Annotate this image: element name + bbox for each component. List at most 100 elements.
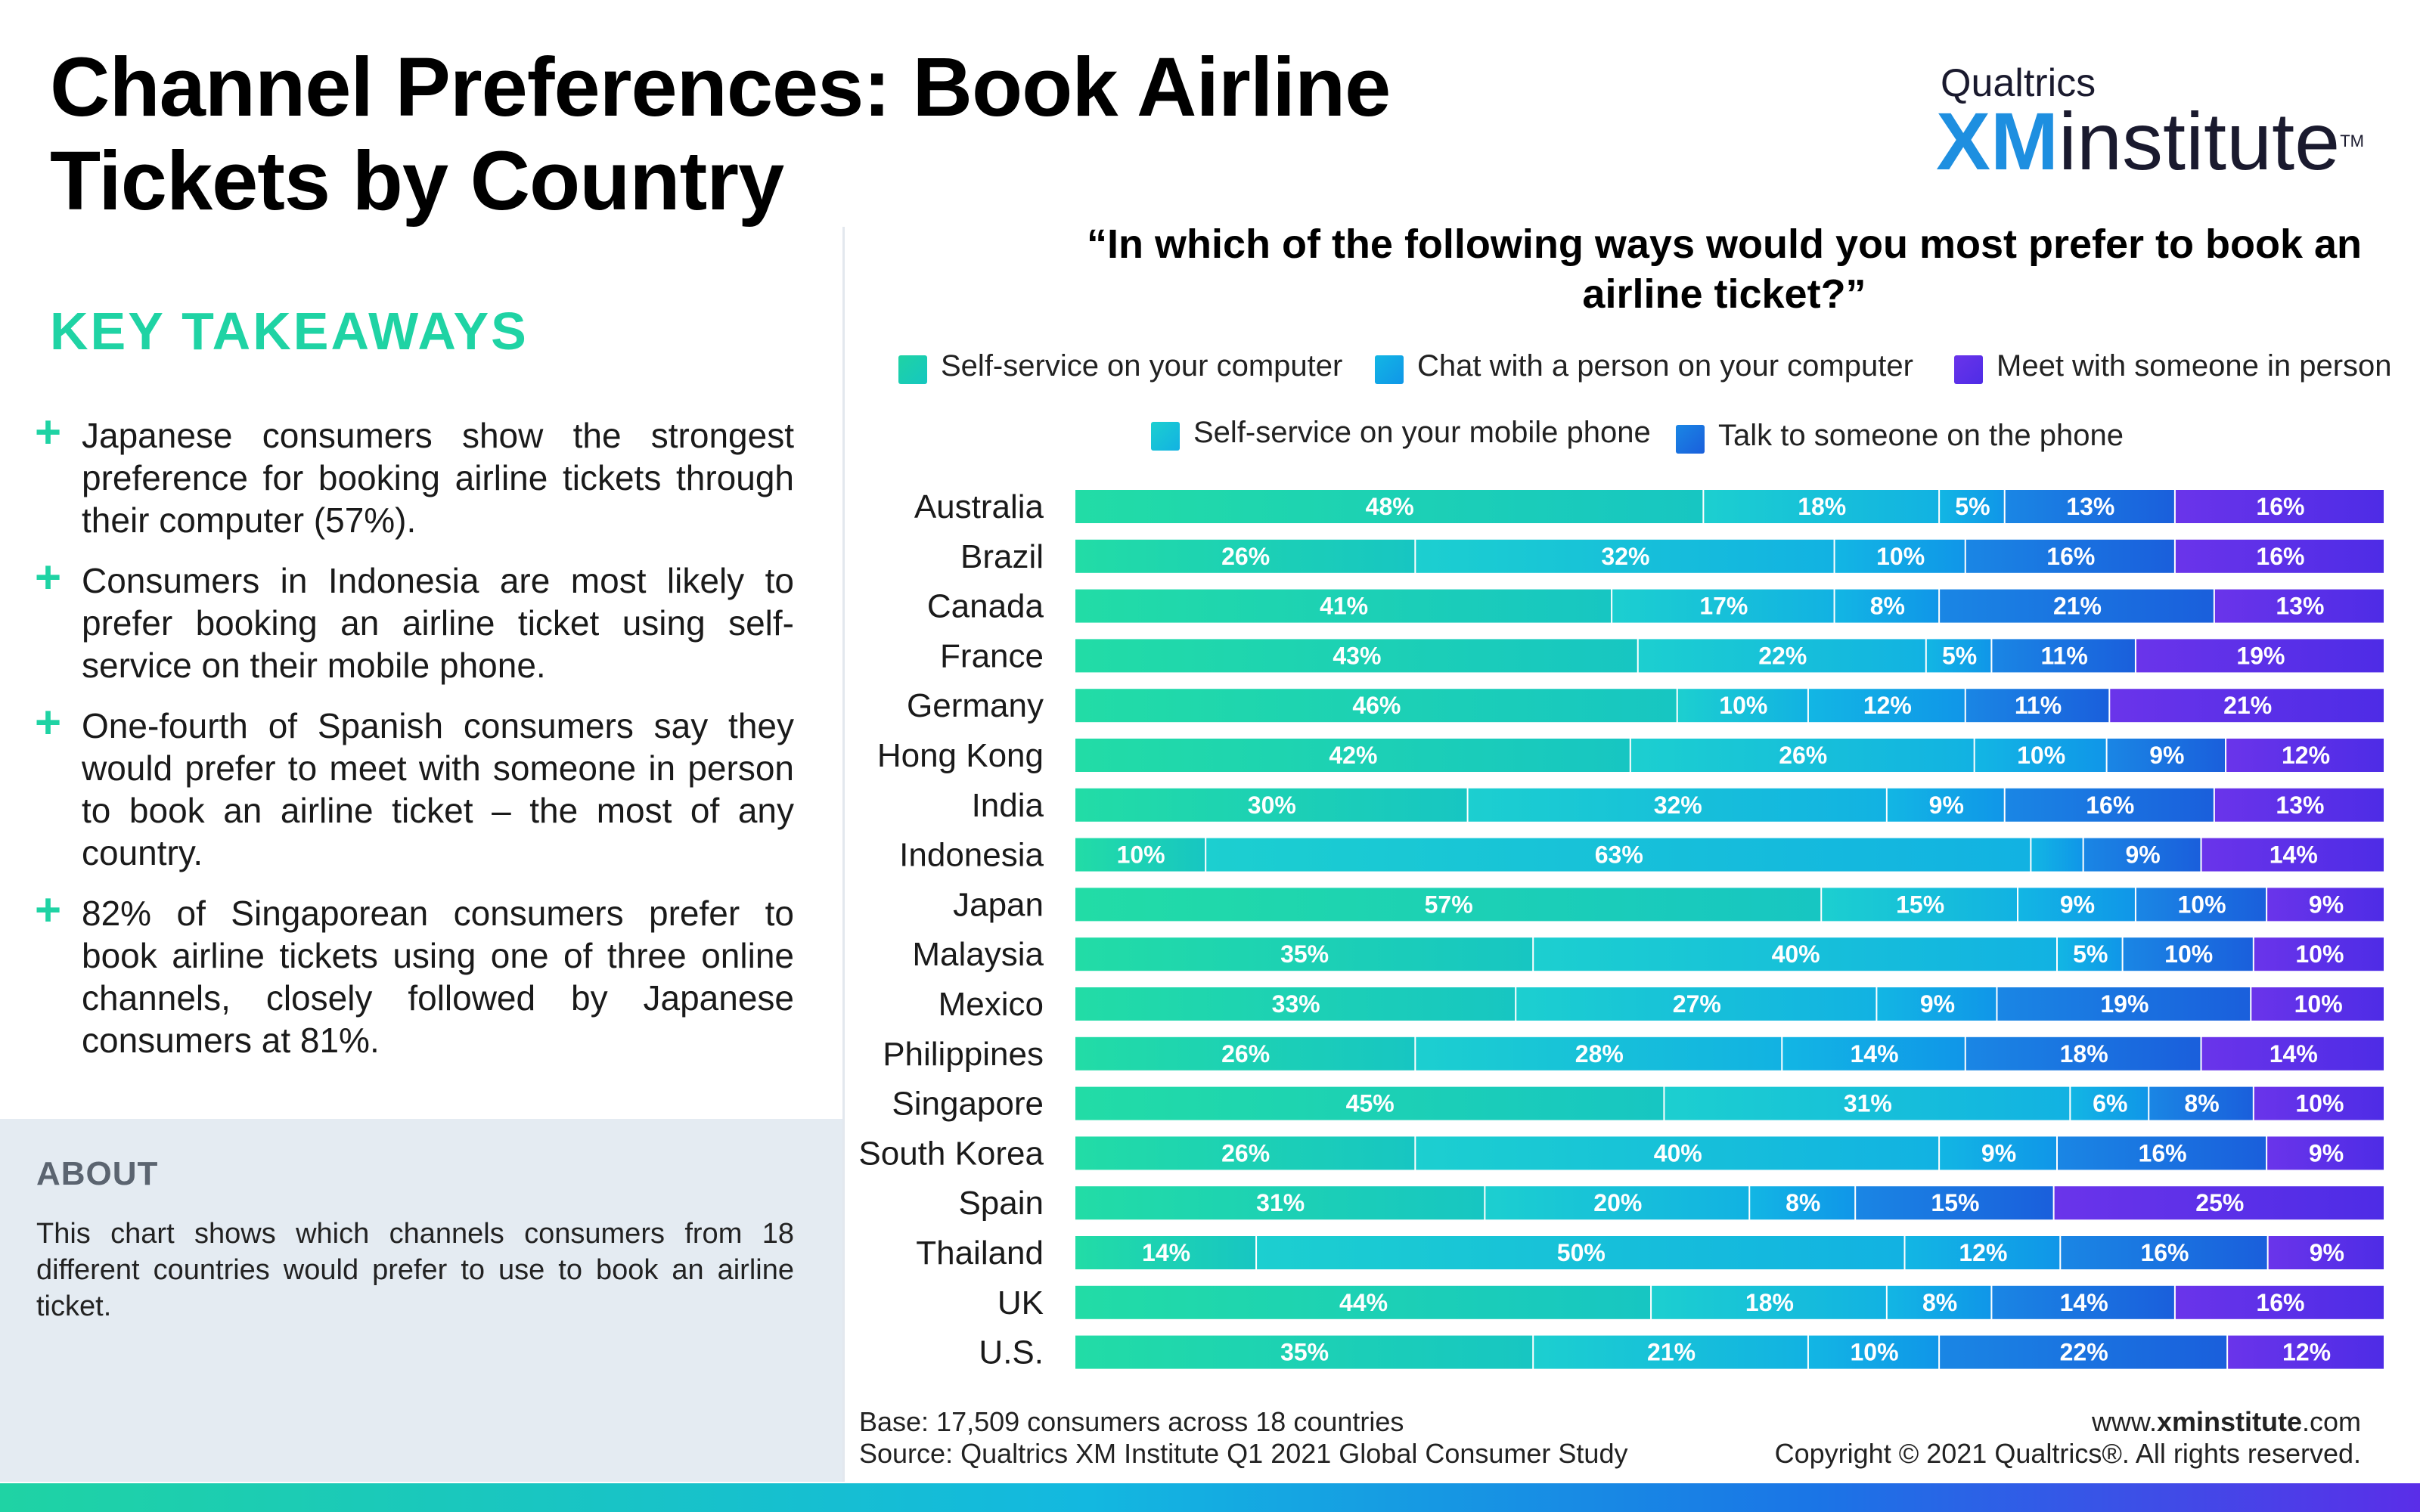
bar-indonesia-chat-with-a-person-on-your-computer [2031, 838, 2083, 872]
bar-malaysia-self-service-on-your-computer [1075, 937, 1533, 971]
data-label-malaysia-chat-with-a-person-on-your-computer: 5% [2073, 940, 2108, 968]
bar-brazil-chat-with-a-person-on-your-computer [1835, 539, 1965, 573]
data-label-uk-chat-with-a-person-on-your-computer: 8% [1922, 1289, 1957, 1316]
bar-uk-self-service-on-your-mobile-phone [1652, 1285, 1886, 1319]
data-label-hong-kong-meet-with-someone-in-person: 12% [2282, 742, 2330, 769]
bar-spain-chat-with-a-person-on-your-computer [1750, 1186, 1855, 1220]
legend-swatch [1676, 425, 1705, 454]
section-divider [842, 227, 845, 1482]
data-label-australia-talk-to-someone-on-the-phone: 13% [2066, 493, 2114, 520]
qualtrics-xm-institute-logo: Qualtrics XMinstituteTM [1936, 60, 2364, 183]
category-label-brazil: Brazil [960, 538, 1044, 575]
bar-brazil-self-service-on-your-mobile-phone [1416, 539, 1834, 573]
bar-singapore-meet-with-someone-in-person [2254, 1086, 2384, 1120]
data-label-spain-self-service-on-your-mobile-phone: 20% [1593, 1189, 1642, 1216]
bar-brazil-self-service-on-your-computer [1075, 539, 1415, 573]
bar-mexico-meet-with-someone-in-person [2251, 987, 2384, 1021]
bar-south-korea-chat-with-a-person-on-your-computer [1940, 1136, 2056, 1170]
bar-spain-self-service-on-your-mobile-phone [1485, 1186, 1749, 1220]
data-label-france-self-service-on-your-mobile-phone: 22% [1758, 642, 1807, 669]
bar-mexico-chat-with-a-person-on-your-computer [1877, 987, 1996, 1021]
data-label-hong-kong-talk-to-someone-on-the-phone: 9% [2149, 742, 2184, 769]
logo-qualtrics-text: Qualtrics [1941, 61, 2096, 105]
data-label-singapore-talk-to-someone-on-the-phone: 8% [2184, 1090, 2219, 1117]
footer-url[interactable]: www.xminstitute.com [1775, 1406, 2361, 1438]
bar-spain-talk-to-someone-on-the-phone [1856, 1186, 2053, 1220]
data-label-u-s-talk-to-someone-on-the-phone: 22% [2060, 1339, 2108, 1366]
data-label-australia-chat-with-a-person-on-your-computer: 5% [1955, 493, 1990, 520]
bar-thailand-meet-with-someone-in-person [2268, 1236, 2384, 1269]
legend-swatch [1375, 355, 1404, 384]
page-title: Channel Preferences: Book Airline Ticket… [50, 41, 1391, 228]
bar-australia-chat-with-a-person-on-your-computer [1940, 490, 2004, 523]
takeaway-text: Japanese consumers show the strongest pr… [82, 416, 794, 540]
bar-canada-self-service-on-your-mobile-phone [1612, 589, 1834, 623]
bar-germany-self-service-on-your-computer [1075, 689, 1677, 723]
bar-spain-self-service-on-your-computer [1075, 1186, 1485, 1220]
bar-france-self-service-on-your-computer [1075, 639, 1637, 673]
bar-philippines-chat-with-a-person-on-your-computer [1782, 1036, 1965, 1070]
takeaway-item: +82% of Singaporean consumers prefer to … [35, 888, 794, 1061]
bar-australia-self-service-on-your-mobile-phone [1704, 490, 1939, 523]
legend-label: Talk to someone on the phone [1718, 419, 2124, 452]
data-label-spain-chat-with-a-person-on-your-computer: 8% [1786, 1189, 1820, 1216]
bar-malaysia-chat-with-a-person-on-your-computer [2058, 937, 2122, 971]
data-label-france-meet-with-someone-in-person: 19% [2236, 642, 2285, 669]
bar-hong-kong-talk-to-someone-on-the-phone [2107, 739, 2226, 772]
key-takeaways-list: + Japanese consumers show the strongest p… [35, 410, 794, 1080]
category-label-indonesia: Indonesia [899, 837, 1044, 874]
bar-philippines-talk-to-someone-on-the-phone [1965, 1036, 2201, 1070]
bar-uk-chat-with-a-person-on-your-computer [1887, 1285, 1991, 1319]
logo-institute-text: institute [2059, 95, 2341, 187]
bar-indonesia-talk-to-someone-on-the-phone [2083, 838, 2201, 872]
data-label-canada-talk-to-someone-on-the-phone: 21% [2053, 593, 2102, 620]
data-label-canada-self-service-on-your-computer: 41% [1320, 593, 1368, 620]
data-label-japan-self-service-on-your-computer: 57% [1425, 891, 1473, 918]
about-panel: ABOUT This chart shows which channels co… [0, 1119, 842, 1482]
category-label-malaysia: Malaysia [912, 936, 1044, 973]
category-label-japan: Japan [953, 886, 1044, 923]
bar-germany-chat-with-a-person-on-your-computer [1808, 689, 1965, 723]
data-label-philippines-self-service-on-your-mobile-phone: 28% [1575, 1040, 1624, 1067]
data-label-japan-chat-with-a-person-on-your-computer: 9% [2060, 891, 2095, 918]
bar-singapore-self-service-on-your-mobile-phone [1665, 1086, 2070, 1120]
data-label-canada-meet-with-someone-in-person: 13% [2276, 593, 2324, 620]
bottom-gradient-band [0, 1483, 2420, 1512]
category-label-france: France [940, 637, 1044, 674]
bar-u-s-self-service-on-your-mobile-phone [1534, 1335, 1807, 1369]
data-label-thailand-meet-with-someone-in-person: 9% [2310, 1239, 2344, 1266]
about-text: This chart shows which channels consumer… [36, 1218, 794, 1322]
bar-germany-talk-to-someone-on-the-phone [1965, 689, 2109, 723]
legend-label: Meet with someone in person [1996, 349, 2392, 383]
footer-source: Base: 17,509 consumers across 18 countri… [859, 1406, 1627, 1470]
bar-malaysia-self-service-on-your-mobile-phone [1534, 937, 2056, 971]
bar-india-meet-with-someone-in-person [2214, 788, 2384, 822]
bar-malaysia-talk-to-someone-on-the-phone [2123, 937, 2253, 971]
chart-title: “In which of the following ways would yo… [1086, 222, 2363, 317]
bar-singapore-talk-to-someone-on-the-phone [2149, 1086, 2253, 1120]
logo-xm-text: XM [1936, 95, 2059, 187]
data-label-india-talk-to-someone-on-the-phone: 16% [2086, 792, 2134, 819]
footer-base-text: Base: 17,509 consumers across 18 countri… [859, 1406, 1404, 1437]
bar-indonesia-self-service-on-your-computer [1075, 838, 1205, 872]
data-label-brazil-self-service-on-your-computer: 26% [1221, 543, 1270, 570]
data-label-south-korea-chat-with-a-person-on-your-computer: 9% [1981, 1139, 2016, 1167]
bar-canada-talk-to-someone-on-the-phone [1940, 589, 2214, 623]
footer-credits: www.xminstitute.com Copyright © 2021 Qua… [1775, 1406, 2361, 1470]
bar-mexico-self-service-on-your-computer [1075, 987, 1516, 1021]
data-label-australia-self-service-on-your-mobile-phone: 18% [1798, 493, 1846, 520]
data-label-brazil-self-service-on-your-mobile-phone: 32% [1601, 543, 1649, 570]
data-label-singapore-self-service-on-your-computer: 45% [1346, 1090, 1395, 1117]
data-label-indonesia-self-service-on-your-computer: 10% [1117, 841, 1165, 869]
data-label-germany-self-service-on-your-mobile-phone: 10% [1719, 692, 1767, 719]
takeaway-item: + One-fourth of Spanish consumers say the… [35, 700, 794, 874]
data-label-germany-meet-with-someone-in-person: 21% [2223, 692, 2272, 719]
data-label-mexico-self-service-on-your-computer: 33% [1272, 990, 1320, 1018]
data-label-u-s-self-service-on-your-computer: 35% [1280, 1339, 1329, 1366]
bar-hong-kong-chat-with-a-person-on-your-computer [1975, 739, 2106, 772]
data-label-thailand-self-service-on-your-mobile-phone: 50% [1557, 1239, 1606, 1266]
data-label-malaysia-meet-with-someone-in-person: 10% [2295, 940, 2344, 968]
data-label-u-s-self-service-on-your-mobile-phone: 21% [1647, 1339, 1696, 1366]
bar-japan-talk-to-someone-on-the-phone [2136, 888, 2266, 922]
data-label-australia-meet-with-someone-in-person: 16% [2256, 493, 2304, 520]
